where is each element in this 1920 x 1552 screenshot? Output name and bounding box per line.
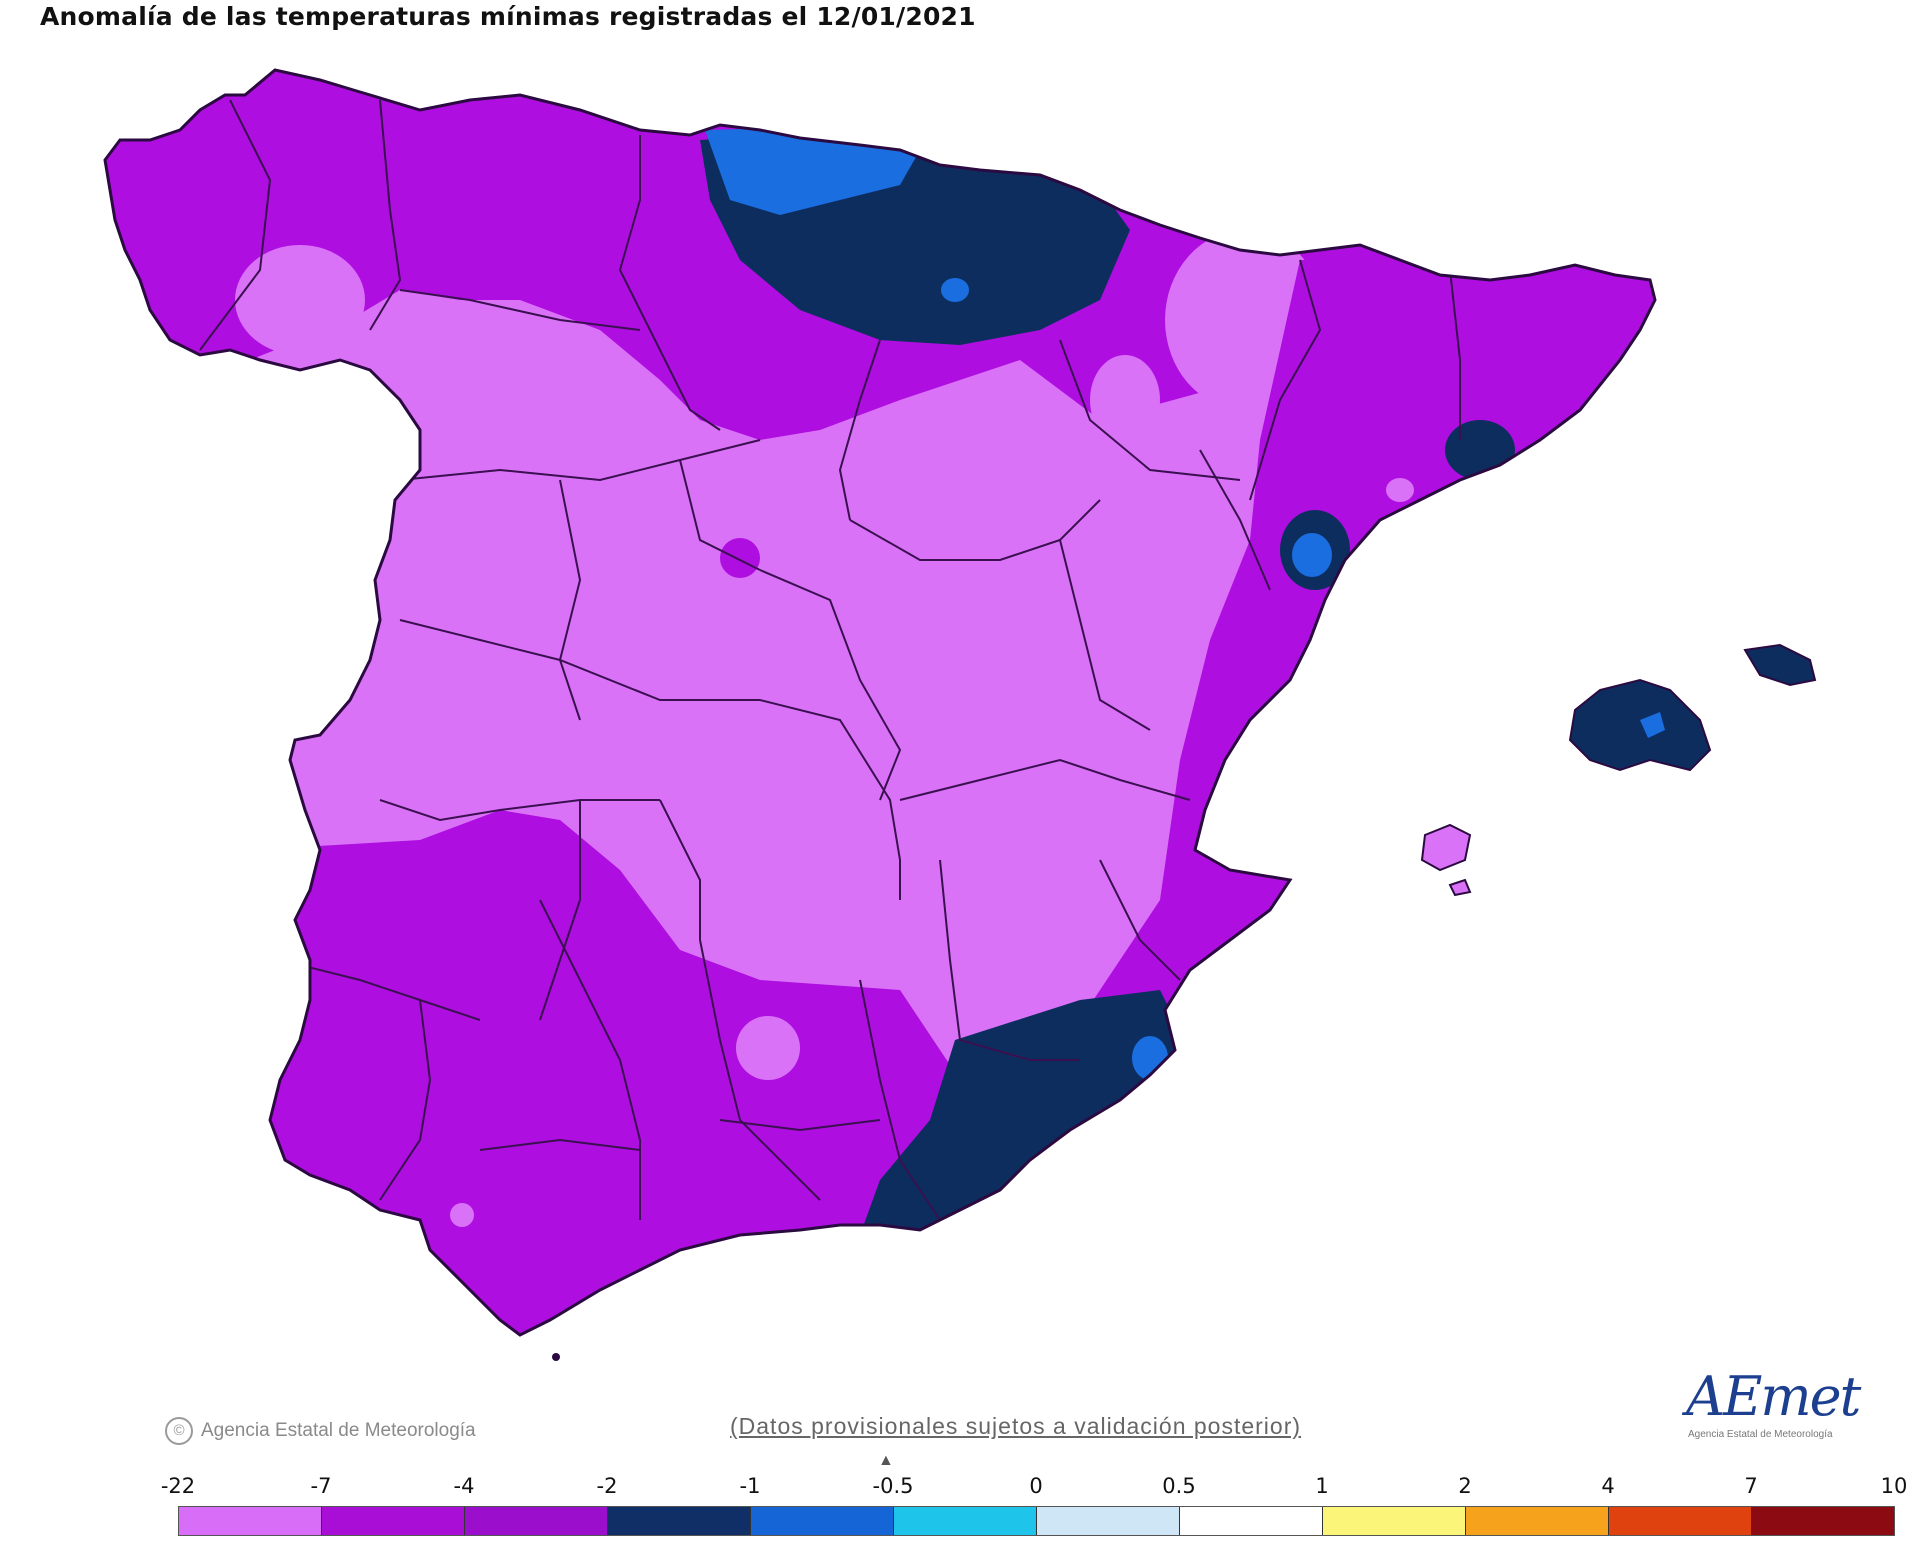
scale-tick-label: -0.5 xyxy=(872,1474,914,1498)
credit-text: Agencia Estatal de Meteorología xyxy=(201,1420,476,1441)
scale-tick-label: -4 xyxy=(453,1474,475,1498)
scale-tick-label: 4 xyxy=(1601,1474,1615,1498)
scale-bar xyxy=(178,1506,1895,1536)
anomaly-region-murcia xyxy=(860,990,1185,1235)
scale-tick-label: 0 xyxy=(1029,1474,1043,1498)
scale-segment xyxy=(179,1507,322,1535)
scale-segment xyxy=(1752,1507,1894,1535)
aemet-logo-subtitle: Agencia Estatal de Meteorología xyxy=(1688,1429,1833,1440)
scale-tick-label: -22 xyxy=(160,1474,196,1498)
anomaly-region-granada xyxy=(736,1016,800,1080)
scale-tick-label: -7 xyxy=(310,1474,332,1498)
scale-segment xyxy=(1323,1507,1466,1535)
color-scale-legend: -22 -7 -4 -2 -1 -0.5 0 0.5 1 2 4 7 10 xyxy=(160,1474,1907,1544)
island-formentera xyxy=(1448,878,1472,897)
island-ibiza xyxy=(1420,823,1472,872)
scale-segment xyxy=(894,1507,1037,1535)
scale-segment xyxy=(465,1507,608,1535)
province-borders xyxy=(199,99,1461,1221)
scale-tick-label: 10 xyxy=(1880,1474,1908,1498)
scale-segment xyxy=(1609,1507,1752,1535)
aemet-logo-text: AEmet xyxy=(1686,1365,1861,1428)
map-title: Anomalía de las temperaturas mínimas reg… xyxy=(40,2,976,31)
scale-segment xyxy=(1180,1507,1323,1535)
scale-marker: ▲ xyxy=(878,1452,894,1469)
scale-tick-label: 1 xyxy=(1315,1474,1329,1498)
scale-segment xyxy=(322,1507,465,1535)
island-menorca xyxy=(1743,643,1817,687)
anomaly-region-galicia xyxy=(235,245,365,355)
scale-segment xyxy=(608,1507,751,1535)
scale-tick-label: -2 xyxy=(596,1474,618,1498)
scale-segment xyxy=(1466,1507,1609,1535)
scale-tick-label: 0.5 xyxy=(1162,1474,1196,1498)
copyright-icon: © xyxy=(165,1417,193,1445)
island-mallorca xyxy=(1568,678,1712,772)
scale-segment xyxy=(751,1507,894,1535)
scale-segment xyxy=(1037,1507,1180,1535)
scale-tick-label: 7 xyxy=(1744,1474,1758,1498)
aemet-logo: AEmet Agencia Estatal de Meteorología xyxy=(1680,1365,1880,1445)
credit: © Agencia Estatal de Meteorología xyxy=(165,1417,476,1445)
scale-tick-label: 2 xyxy=(1458,1474,1472,1498)
anomaly-region-cantabria-coast xyxy=(705,128,920,215)
disclaimer: (Datos provisionales sujetos a validació… xyxy=(730,1413,1302,1439)
scale-tick-label: -1 xyxy=(739,1474,761,1498)
